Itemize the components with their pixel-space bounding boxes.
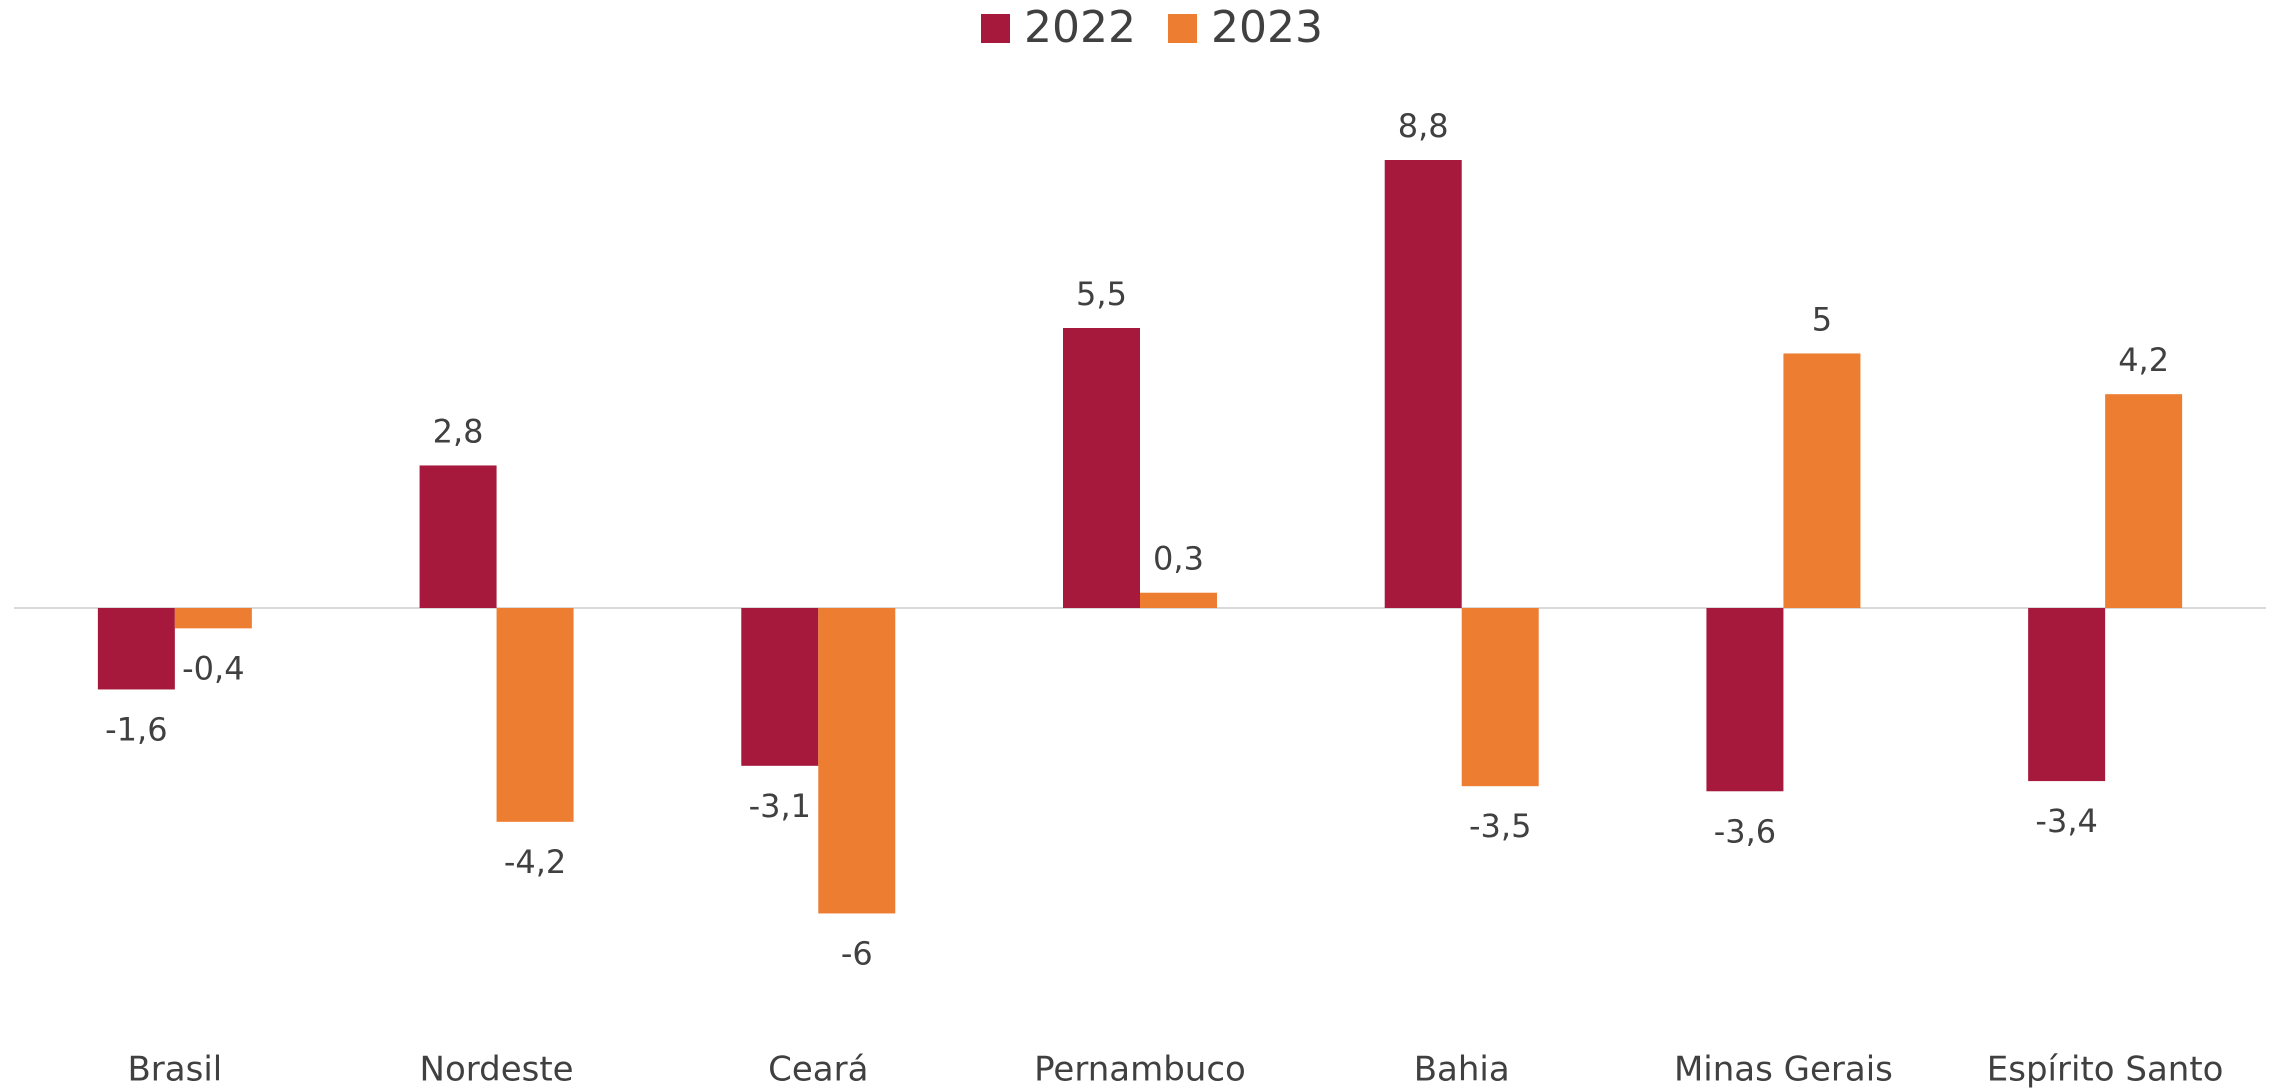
bar <box>496 608 574 822</box>
legend-swatch <box>981 14 1010 43</box>
data-label: -0,4 <box>182 649 244 687</box>
data-label: -3,6 <box>1714 812 1776 850</box>
data-label: -4,2 <box>504 843 566 881</box>
data-label: -3,1 <box>749 787 811 825</box>
data-label: -6 <box>841 934 873 972</box>
data-label: 5 <box>1812 300 1832 338</box>
legend-swatch <box>1168 14 1197 43</box>
data-label: 2,8 <box>433 412 484 450</box>
bar <box>1140 592 1217 608</box>
bar <box>2028 608 2106 782</box>
data-label: 5,5 <box>1076 275 1127 313</box>
x-tick-label: Minas Gerais <box>1674 1050 1893 1090</box>
bar <box>174 608 252 629</box>
x-tick-label: Brasil <box>127 1050 222 1090</box>
x-tick-label: Ceará <box>768 1050 868 1090</box>
bar <box>818 608 896 914</box>
bar <box>1063 328 1140 608</box>
data-label: 4,2 <box>2118 341 2169 379</box>
bar <box>1461 608 1539 787</box>
bar <box>1783 353 1861 608</box>
bar <box>419 465 497 608</box>
x-tick-label: Nordeste <box>420 1050 574 1090</box>
data-label: -1,6 <box>105 710 167 748</box>
bar <box>97 608 175 690</box>
data-label: -3,4 <box>2035 802 2097 840</box>
data-label: -3,5 <box>1469 807 1531 845</box>
bar <box>2105 394 2183 608</box>
bar <box>741 608 819 766</box>
legend-label: 2023 <box>1211 2 1323 53</box>
data-label: 8,8 <box>1398 107 1449 145</box>
bar <box>1706 608 1784 792</box>
data-label: 0,3 <box>1153 540 1204 578</box>
bar <box>1384 160 1462 608</box>
x-tick-label: Espírito Santo <box>1987 1050 2224 1090</box>
x-tick-label: Bahia <box>1414 1050 1510 1090</box>
legend-label: 2022 <box>1024 2 1136 53</box>
x-tick-label: Pernambuco <box>1034 1050 1246 1090</box>
